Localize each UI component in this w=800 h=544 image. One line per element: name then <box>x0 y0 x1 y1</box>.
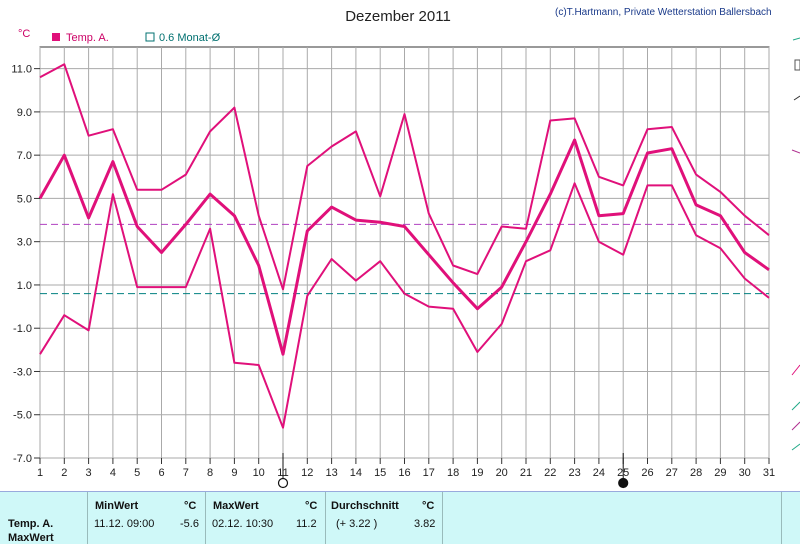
legend-label-temp: Temp. A. <box>66 32 109 44</box>
new-moon-icon <box>618 477 629 489</box>
max-value: 11.2 <box>296 518 317 530</box>
credit-text: (c)T.Hartmann, Private Wetterstation Bal… <box>555 7 772 18</box>
x-tick-label: 2 <box>61 467 67 479</box>
legend-label-avg: 0.6 Monat-Ø <box>159 32 221 44</box>
x-tick-label: 14 <box>350 467 362 479</box>
legend: Temp. A. 0.6 Monat-Ø <box>52 32 221 44</box>
y-axis-ticks: 11.0 9.0 7.0 5.0 3.0 1.0 -1.0 -3.0 -5.0 -7.0 <box>11 64 40 465</box>
x-tick-label: 20 <box>496 467 508 479</box>
right-edge-decoration <box>791 37 800 451</box>
x-tick-label: 30 <box>739 467 751 479</box>
max-column: MaxWert °C 02.12. 10:30 11.2 <box>205 492 326 544</box>
x-axis-ticks: 1 2 3 4 5 6 7 8 9 10 11 12 13 14 15 16 17 18 19 20 21 22 23 24 2… <box>37 458 775 479</box>
full-moon-icon <box>277 477 289 489</box>
stats-right-divider <box>781 492 783 544</box>
x-tick-label: 15 <box>374 467 386 479</box>
min-header: MinWert <box>95 500 139 512</box>
y-tick-label: -1.0 <box>13 323 32 335</box>
y-unit-label: °C <box>18 28 30 40</box>
x-tick-label: 16 <box>398 467 410 479</box>
x-tick-label: 6 <box>158 467 164 479</box>
max-unit: °C <box>305 500 318 512</box>
series-line-temp-a- <box>38 138 770 356</box>
y-tick-label: 9.0 <box>17 107 32 119</box>
x-tick-label: 22 <box>544 467 556 479</box>
y-tick-label: 5.0 <box>17 193 32 205</box>
average-unit: °C <box>422 500 435 512</box>
x-tick-label: 31 <box>763 467 775 479</box>
y-tick-label: -7.0 <box>13 453 32 465</box>
x-tick-label: 19 <box>471 467 483 479</box>
x-tick-label: 1 <box>37 467 43 479</box>
x-tick-label: 24 <box>593 467 605 479</box>
x-tick-label: 13 <box>325 467 337 479</box>
min-column: MinWert °C 11.12. 09:00 -5.6 <box>87 492 206 544</box>
x-tick-label: 5 <box>134 467 140 479</box>
x-tick-label: 18 <box>447 467 459 479</box>
average-delta: (+ 3.22 ) <box>336 518 378 530</box>
y-tick-label: 7.0 <box>17 150 32 162</box>
stats-row-label-2: MaxWert <box>8 532 54 544</box>
x-tick-label: 8 <box>207 467 213 479</box>
x-tick-label: 4 <box>110 467 116 479</box>
x-tick-label: 29 <box>714 467 726 479</box>
x-tick-label: 27 <box>666 467 678 479</box>
legend-swatch-avg <box>145 32 155 42</box>
x-tick-label: 17 <box>423 467 435 479</box>
stats-divider <box>442 492 444 544</box>
max-header: MaxWert <box>213 500 259 512</box>
x-tick-label: 28 <box>690 467 702 479</box>
statistics-panel: Temp. A. MaxWert MinWert °C 11.12. 09:00… <box>0 491 800 544</box>
x-tick-label: 23 <box>568 467 580 479</box>
x-tick-label: 12 <box>301 467 313 479</box>
series-lines <box>38 63 770 429</box>
y-tick-label: 1.0 <box>17 280 32 292</box>
y-tick-label: 11.0 <box>11 64 32 76</box>
x-tick-label: 10 <box>253 467 265 479</box>
min-datetime: 11.12. 09:00 <box>94 518 155 530</box>
y-tick-label: 3.0 <box>17 237 32 249</box>
stats-row-label: Temp. A. <box>8 518 54 530</box>
y-tick-label: -5.0 <box>13 410 32 422</box>
min-value: -5.6 <box>180 518 199 530</box>
series-line-min <box>39 182 770 429</box>
moon-phase-markers <box>277 453 629 489</box>
x-tick-label: 7 <box>183 467 189 479</box>
x-tick-label: 3 <box>86 467 92 479</box>
temperature-chart: Dezember 2011 (c)T.Hartmann, Private Wet… <box>11 7 800 489</box>
chart-title: Dezember 2011 <box>345 8 451 25</box>
max-datetime: 02.12. 10:30 <box>212 518 274 530</box>
legend-swatch-temp <box>52 33 60 41</box>
min-unit: °C <box>184 500 197 512</box>
average-column: Durchschnitt °C (+ 3.22 ) 3.82 <box>325 492 443 544</box>
x-tick-label: 9 <box>231 467 237 479</box>
average-header: Durchschnitt <box>331 500 399 512</box>
y-tick-label: -3.0 <box>13 366 32 378</box>
x-tick-label: 21 <box>520 467 532 479</box>
average-value: 3.82 <box>414 518 436 530</box>
series-line-max <box>39 63 770 291</box>
x-tick-label: 26 <box>641 467 653 479</box>
